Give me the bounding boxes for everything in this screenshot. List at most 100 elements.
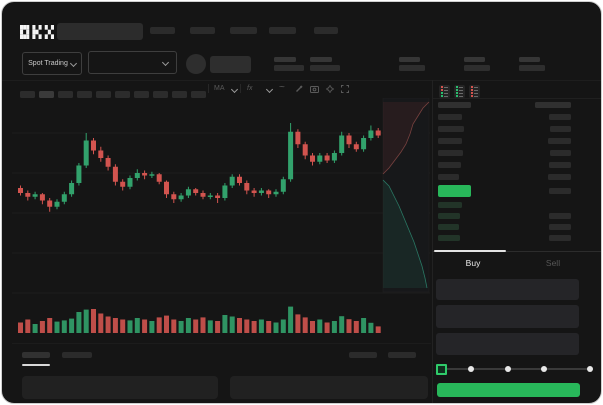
orderbook-bid-amount[interactable]: [549, 224, 571, 230]
nav-item-placeholder[interactable]: [190, 27, 215, 34]
orderbook-ask-amount[interactable]: [549, 162, 571, 168]
market-type-selector[interactable]: Spot Trading: [22, 52, 82, 75]
orderbook-ask-amount[interactable]: [548, 174, 571, 180]
chevron-down-icon[interactable]: [265, 85, 274, 94]
snapshot-camera-icon[interactable]: [310, 85, 319, 93]
nav-item-placeholder[interactable]: [150, 27, 175, 34]
percent-slider[interactable]: [433, 360, 601, 378]
nav-item-placeholder[interactable]: [314, 27, 338, 34]
orderbook-view-combined-icon[interactable]: [439, 85, 450, 98]
bottom-tab-active[interactable]: [22, 352, 50, 358]
interval-button[interactable]: [58, 91, 73, 98]
orderbook-bid-amount[interactable]: [549, 213, 571, 219]
interval-button-active[interactable]: [39, 91, 54, 98]
bottom-tab-underline: [22, 364, 50, 366]
active-tab-underline: [434, 250, 506, 252]
orderbook-bid-amount[interactable]: [549, 235, 571, 241]
orderbook-ask-amount[interactable]: [550, 126, 571, 132]
tab-buy[interactable]: Buy: [465, 258, 481, 268]
interval-button[interactable]: [153, 91, 168, 98]
orderbook-header-price[interactable]: [438, 102, 471, 108]
interval-button[interactable]: [96, 91, 111, 98]
stat-value-placeholder: [464, 65, 490, 71]
orderbook-bid-price[interactable]: [438, 202, 462, 208]
pair-name-placeholder[interactable]: [210, 56, 251, 73]
orderbook-ask-amount[interactable]: [549, 114, 571, 120]
stat-label-placeholder: [464, 57, 485, 62]
toolbar-divider: [240, 84, 241, 93]
slider-step-100[interactable]: [587, 366, 593, 372]
total-input[interactable]: [436, 333, 579, 355]
search-input[interactable]: [57, 23, 143, 40]
amount-input[interactable]: [436, 305, 579, 328]
candles-layer: [18, 123, 381, 212]
stat-label-placeholder: [274, 57, 296, 62]
orderbook-view-bids-icon[interactable]: [454, 85, 465, 98]
chevron-down-icon[interactable]: [230, 85, 239, 94]
depth-ask-line: [382, 101, 430, 175]
orders-table-placeholder: [230, 376, 428, 399]
buy-submit-button[interactable]: [437, 383, 580, 397]
orderbook-ask-price[interactable]: [438, 174, 459, 180]
interval-button[interactable]: [172, 91, 187, 98]
order-book-panel: Buy Sell: [432, 80, 601, 403]
slider-handle[interactable]: [436, 363, 447, 375]
chart-bottom-divider: [12, 343, 431, 344]
orderbook-last-price[interactable]: [438, 185, 471, 197]
market-type-label: Spot Trading: [28, 60, 68, 67]
draw-pencil-icon[interactable]: [295, 85, 303, 93]
orderbook-header-divider: [433, 98, 601, 99]
nav-item-placeholder[interactable]: [230, 27, 257, 34]
orderbook-ask-price[interactable]: [438, 162, 461, 168]
orderbook-bid-price[interactable]: [438, 235, 460, 241]
chevron-down-icon: [69, 59, 77, 67]
orderbook-ask-amount[interactable]: [548, 138, 571, 144]
chevron-down-icon: [161, 58, 170, 66]
settings-gear-icon[interactable]: [326, 85, 334, 93]
pair-avatar[interactable]: [186, 54, 206, 74]
depth-bid-line: [382, 179, 428, 289]
stat-label-placeholder: [399, 57, 420, 62]
orderbook-ask-price[interactable]: [438, 114, 462, 120]
tabbar-divider: [433, 251, 601, 252]
slider-step-75[interactable]: [541, 366, 547, 372]
stat-value-placeholder: [519, 65, 545, 71]
depth-ask-area: [383, 102, 429, 174]
indicator-button[interactable]: MA: [214, 85, 225, 92]
orderbook-header-amount[interactable]: [535, 102, 571, 108]
candlestick-chart[interactable]: [12, 98, 430, 342]
pair-selector[interactable]: [88, 51, 177, 74]
orderbook-view-asks-icon[interactable]: [469, 85, 480, 98]
interval-button[interactable]: [134, 91, 149, 98]
okx-logo[interactable]: [20, 25, 54, 39]
interval-button[interactable]: [77, 91, 92, 98]
price-input[interactable]: [436, 279, 579, 300]
stat-value-placeholder: [310, 65, 340, 71]
interval-button[interactable]: [115, 91, 130, 98]
orderbook-amount[interactable]: [549, 188, 571, 194]
orderbook-bid-price[interactable]: [438, 224, 459, 230]
interval-button[interactable]: [191, 91, 206, 98]
depth-bid-area: [383, 180, 427, 288]
compare-button[interactable]: fx: [247, 85, 253, 92]
slider-step-25[interactable]: [468, 366, 474, 372]
orderbook-ask-price[interactable]: [438, 150, 463, 156]
orderbook-bid-price[interactable]: [438, 213, 460, 219]
slider-track[interactable]: [441, 368, 591, 370]
bottom-action-placeholder[interactable]: [388, 352, 416, 358]
volume-layer: [18, 306, 381, 333]
line-style-button[interactable]: ~: [279, 82, 285, 93]
slider-step-50[interactable]: [505, 366, 511, 372]
orderbook-ask-amount[interactable]: [550, 150, 571, 156]
nav-item-placeholder[interactable]: [269, 27, 296, 34]
orderbook-ask-price[interactable]: [438, 126, 464, 132]
bottom-action-placeholder[interactable]: [349, 352, 377, 358]
stat-label-placeholder: [519, 57, 540, 62]
tab-sell[interactable]: Sell: [545, 258, 561, 268]
bottom-tab[interactable]: [62, 352, 92, 358]
stat-value-placeholder: [274, 65, 304, 71]
orderbook-ask-price[interactable]: [438, 138, 462, 144]
fullscreen-icon[interactable]: [341, 85, 349, 93]
interval-button[interactable]: [20, 91, 35, 98]
